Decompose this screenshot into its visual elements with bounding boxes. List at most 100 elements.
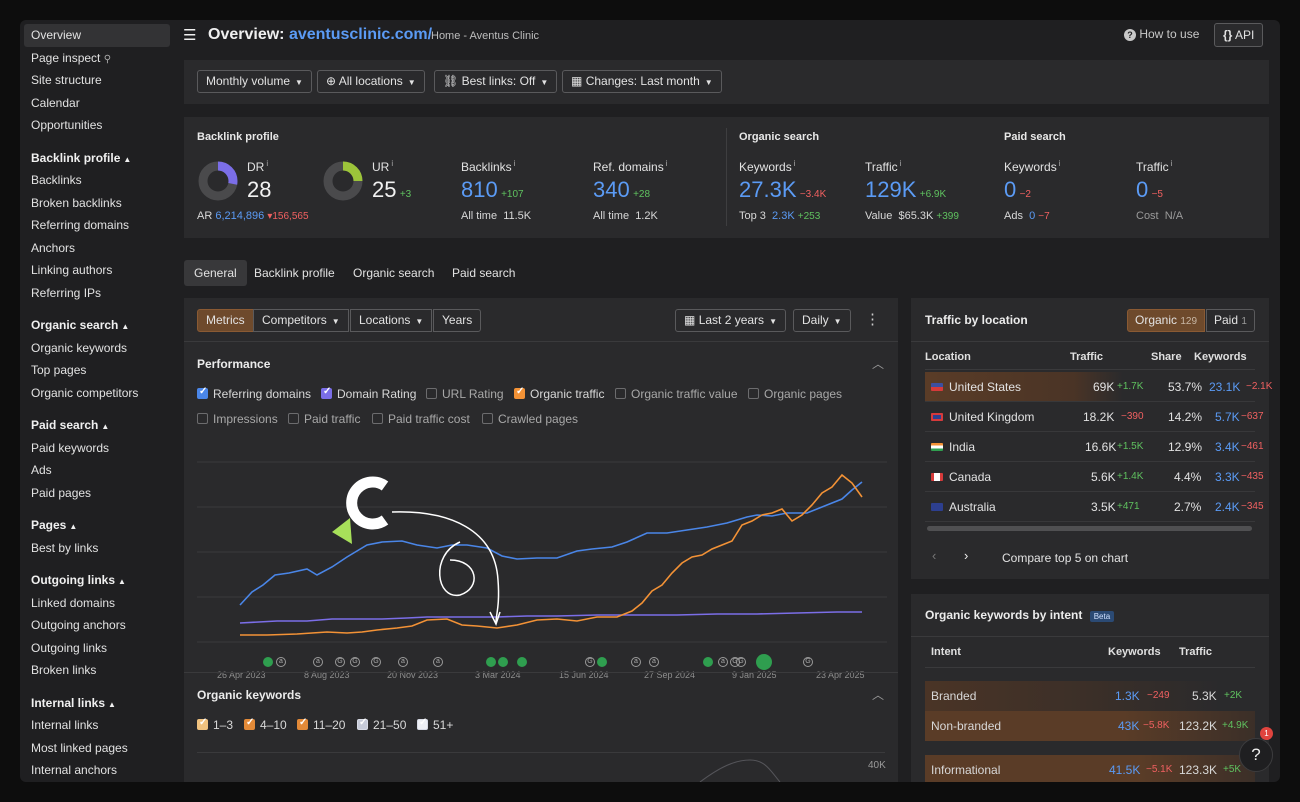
- changes-dropdown[interactable]: ▦ Changes: Last month ▼: [562, 70, 722, 93]
- tab-backlink-profile[interactable]: Backlink profile: [254, 266, 335, 280]
- sidebar-item-opportunities[interactable]: Opportunities: [31, 118, 103, 132]
- date-range-dropdown[interactable]: ▦ Last 2 years ▼: [675, 309, 786, 332]
- sidebar-item-most-linked-pages[interactable]: Most linked pages: [31, 740, 128, 755]
- best-links-dropdown[interactable]: ⛓ Best links: Off ▼: [434, 70, 558, 93]
- sidebar-item-paid-pages[interactable]: Paid pages: [31, 485, 92, 500]
- event-marker[interactable]: [703, 657, 713, 667]
- tab-paid-search[interactable]: Paid search: [452, 266, 516, 280]
- sidebar-section-internal-links[interactable]: Internal links ▲: [31, 695, 116, 710]
- sidebar-item-paid-keywords[interactable]: Paid keywords: [31, 440, 110, 455]
- organic-toggle[interactable]: Organic 129: [1127, 309, 1206, 332]
- event-marker[interactable]: [498, 657, 508, 667]
- event-marker[interactable]: a: [398, 657, 408, 667]
- sidebar-item-organic-competitors[interactable]: Organic competitors: [31, 385, 139, 400]
- paid-keywords-value[interactable]: 0: [1004, 177, 1017, 202]
- sidebar-item-ads[interactable]: Ads: [31, 463, 52, 477]
- opt-bucket-51-plus[interactable]: 51+: [417, 717, 453, 732]
- ar-value[interactable]: 6,214,896: [215, 210, 265, 222]
- sidebar-item-linked-domains[interactable]: Linked domains: [31, 595, 116, 610]
- opt-bucket-1-3[interactable]: 1–3: [197, 717, 233, 732]
- sidebar-item-internal-anchors[interactable]: Internal anchors: [31, 763, 118, 777]
- location-row[interactable]: United Kingdom 18.2K −390 14.2% 5.7K −63…: [925, 402, 1264, 432]
- collapse-chevron-icon[interactable]: ︿: [872, 688, 885, 702]
- backlinks-value[interactable]: 810: [461, 177, 498, 202]
- domain-link[interactable]: aventusclinic.com/: [288, 26, 433, 43]
- opt-organic-traffic[interactable]: Organic traffic: [514, 386, 604, 401]
- sidebar-section-outgoing-links[interactable]: Outgoing links ▲: [31, 573, 126, 587]
- api-button[interactable]: {} API: [1214, 23, 1264, 47]
- locations-dropdown[interactable]: ⊕ All locations ▼: [317, 70, 425, 93]
- event-marker[interactable]: G: [803, 657, 813, 667]
- monthly-volume-dropdown[interactable]: Monthly volume ▼: [197, 70, 312, 93]
- event-marker[interactable]: [486, 657, 496, 667]
- sidebar-item-linking-authors[interactable]: Linking authors: [31, 263, 113, 277]
- sidebar-item-anchors[interactable]: Anchors: [31, 240, 76, 255]
- sidebar-item-outgoing-anchors[interactable]: Outgoing anchors: [31, 618, 126, 632]
- how-to-use-link[interactable]: ? How to use: [1124, 27, 1199, 41]
- top3-value[interactable]: 2.3K: [772, 210, 795, 222]
- event-marker[interactable]: a: [649, 657, 659, 667]
- opt-organic-pages[interactable]: Organic pages: [748, 387, 842, 401]
- ur-value[interactable]: 25: [372, 177, 397, 202]
- prev-page-icon[interactable]: ‹: [932, 548, 937, 563]
- sidebar-section-organic-search[interactable]: Organic search ▲: [31, 318, 130, 332]
- opt-crawled-pages[interactable]: Crawled pages: [482, 412, 578, 426]
- sidebar-item-overview[interactable]: Overview: [24, 24, 170, 47]
- sidebar-item-broken-links[interactable]: Broken links: [31, 663, 97, 677]
- sidebar-item-referring-ips[interactable]: Referring IPs: [31, 285, 102, 300]
- location-row[interactable]: Australia 3.5K +471 2.7% 2.4K −345: [925, 492, 1264, 522]
- sidebar-item-organic-keywords[interactable]: Organic keywords: [31, 340, 128, 355]
- location-row[interactable]: United States 69K +1.7K 53.7% 23.1K −2.1…: [925, 372, 1272, 402]
- breadcrumb[interactable]: Home - Aventus Clinic: [431, 30, 540, 42]
- location-row[interactable]: Canada 5.6K +1.4K 4.4% 3.3K −435: [925, 462, 1264, 492]
- opt-referring-domains[interactable]: Referring domains: [197, 386, 311, 401]
- help-button[interactable]: ?: [1239, 738, 1273, 772]
- event-marker[interactable]: a: [276, 657, 286, 667]
- event-marker[interactable]: a: [313, 657, 323, 667]
- event-marker[interactable]: G: [585, 657, 595, 667]
- sidebar-item-top-pages[interactable]: Top pages: [31, 363, 87, 377]
- competitors-dropdown[interactable]: Competitors ▼: [253, 309, 349, 332]
- event-marker[interactable]: G: [350, 657, 360, 667]
- sidebar-item-best-by-links[interactable]: Best by links: [31, 540, 99, 555]
- opt-impressions[interactable]: Impressions: [197, 412, 278, 426]
- horizontal-scrollbar[interactable]: [927, 526, 1252, 531]
- sidebar-item-broken-backlinks[interactable]: Broken backlinks: [31, 195, 122, 210]
- opt-domain-rating[interactable]: Domain Rating: [321, 386, 416, 401]
- paid-traffic-value[interactable]: 0: [1136, 177, 1149, 202]
- event-marker[interactable]: G: [736, 657, 746, 667]
- event-marker[interactable]: a: [433, 657, 443, 667]
- tab-organic-search[interactable]: Organic search: [353, 266, 435, 280]
- sidebar-section-paid-search[interactable]: Paid search ▲: [31, 418, 110, 432]
- opt-paid-traffic[interactable]: Paid traffic: [288, 412, 360, 426]
- more-vertical-icon[interactable]: ⋮: [865, 311, 880, 328]
- event-marker[interactable]: G: [371, 657, 381, 667]
- event-marker[interactable]: a: [718, 657, 728, 667]
- sidebar-section-backlink-profile[interactable]: Backlink profile ▲: [31, 150, 132, 165]
- sidebar-item-outgoing-links[interactable]: Outgoing links: [31, 640, 108, 655]
- intent-row-informational[interactable]: Informational 41.5K −5.1K 123.3K +5K: [925, 755, 1255, 782]
- opt-url-rating[interactable]: URL Rating: [426, 387, 504, 401]
- locations-chart-dropdown[interactable]: Locations ▼: [350, 309, 433, 332]
- event-marker[interactable]: a: [631, 657, 641, 667]
- tab-general[interactable]: General: [184, 260, 247, 286]
- organic-keywords-value[interactable]: 27.3K: [739, 177, 797, 202]
- dr-value[interactable]: 28: [247, 177, 272, 202]
- sidebar-item-backlinks[interactable]: Backlinks: [31, 173, 82, 187]
- intent-row-branded[interactable]: Branded 1.3K −249 5.3K +2K: [925, 681, 1255, 711]
- collapse-chevron-icon[interactable]: ︿: [872, 357, 885, 371]
- event-marker[interactable]: G: [335, 657, 345, 667]
- metrics-button[interactable]: Metrics: [197, 309, 254, 332]
- menu-icon[interactable]: ☰: [183, 27, 197, 44]
- paid-toggle[interactable]: Paid 1: [1206, 309, 1255, 332]
- location-row[interactable]: India 16.6K +1.5K 12.9% 3.4K −461: [925, 432, 1264, 462]
- opt-organic-traffic-value[interactable]: Organic traffic value: [615, 387, 738, 401]
- opt-bucket-11-20[interactable]: 11–20: [297, 717, 345, 732]
- event-marker[interactable]: [517, 657, 527, 667]
- interval-dropdown[interactable]: Daily ▼: [793, 309, 851, 332]
- sidebar-item-page-inspect[interactable]: Page inspect ⚲: [31, 50, 112, 65]
- event-marker[interactable]: [756, 654, 772, 670]
- event-marker[interactable]: [263, 657, 273, 667]
- sidebar-item-site-structure[interactable]: Site structure: [31, 73, 102, 87]
- sidebar-section-pages[interactable]: Pages ▲: [31, 518, 78, 532]
